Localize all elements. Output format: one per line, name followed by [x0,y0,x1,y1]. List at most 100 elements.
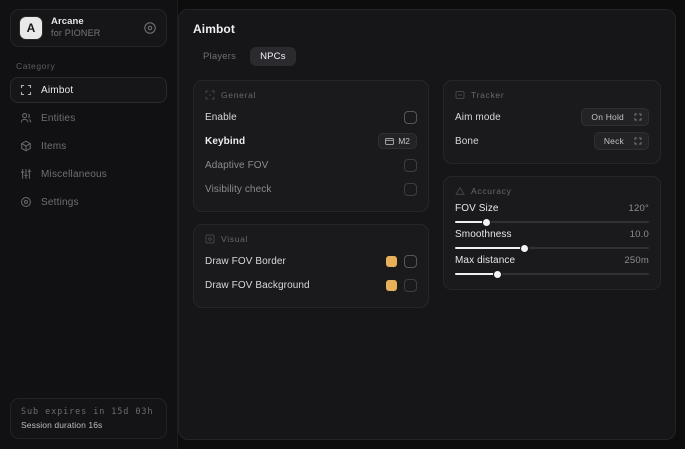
row-aim-mode[interactable]: Aim mode On Hold [455,105,649,129]
dropdown-value: Neck [603,136,624,146]
row-keybind[interactable]: Keybind M2 [205,129,417,153]
sidebar-item-settings[interactable]: Settings [10,189,167,215]
page-title: Aimbot [193,22,235,36]
profile-subtitle: for PIONER [51,28,101,39]
category-label: Category [16,61,56,71]
slider-track[interactable] [455,244,649,252]
slider-fill [455,273,498,275]
row-control [404,182,417,196]
row-label: Aim mode [455,111,501,123]
sidebar-item-label: Items [41,140,67,152]
panel-header: Accuracy [455,186,649,196]
profile-card[interactable]: A Arcane for PIONER [10,9,167,47]
checkbox-draw-fov-border[interactable] [404,254,417,268]
slider-label: Smoothness [455,229,512,240]
panel-general: General Enable Keybind [193,80,429,212]
row-control: On Hold [581,108,649,126]
row-control: Neck [593,132,649,150]
session-duration-text: Session duration 16s [21,420,103,430]
main-content: Aimbot Players NPCs General [178,9,676,440]
expand-icon [634,137,642,145]
slider-fill [455,221,487,223]
crosshair-icon [205,90,215,100]
profile-text: Arcane for PIONER [51,16,134,39]
panel-header: Visual [205,234,417,244]
panel-header: Tracker [455,90,649,100]
profile-name: Arcane [51,16,84,28]
dropdown-value: On Hold [591,112,624,122]
panel-columns: General Enable Keybind [193,80,661,427]
row-label: Bone [455,135,479,147]
sidebar-item-miscellaneous[interactable]: Miscellaneous [10,161,167,187]
color-swatch-fov-border[interactable] [386,255,397,267]
keybind-button[interactable]: M2 [378,133,417,149]
tab-npcs[interactable]: NPCs [250,47,296,66]
tab-bar: Players NPCs [193,47,661,66]
row-label: Draw FOV Border [205,255,286,267]
slider-value: 120° [628,203,649,214]
avatar: A [20,17,42,39]
slider-knob[interactable] [494,270,502,278]
panel-title: General [221,90,257,100]
sidebar-item-label: Settings [41,196,79,208]
slider-label: Max distance [455,255,516,266]
row-control [404,110,417,124]
sidebar-item-label: Entities [41,112,76,124]
sub-expiry-text: Sub expires in 15d 03h [21,407,154,417]
row-draw-fov-background[interactable]: Draw FOV Background [205,273,417,297]
checkbox-visibility-check[interactable] [404,182,417,196]
triangle-icon [455,186,465,196]
gear-icon [20,196,32,208]
slider-smoothness[interactable]: Smoothness 10.0 [455,227,649,253]
row-label: Draw FOV Background [205,279,310,291]
mouse-icon [385,137,395,145]
keybind-value: M2 [398,136,410,146]
sliders-icon [20,168,32,180]
panel-visual: Visual Draw FOV Border Draw FOV Backgrou… [193,224,429,308]
checkbox-adaptive-fov[interactable] [404,158,417,172]
slider-value: 10.0 [629,229,649,240]
checkbox-draw-fov-background[interactable] [404,278,417,292]
slider-max-distance[interactable]: Max distance 250m [455,253,649,279]
sidebar-item-entities[interactable]: Entities [10,105,167,131]
row-adaptive-fov[interactable]: Adaptive FOV [205,153,417,177]
slider-track[interactable] [455,218,649,226]
row-control [386,254,417,268]
row-visibility-check[interactable]: Visibility check [205,177,417,201]
checkbox-enable[interactable] [404,110,417,124]
panel-accuracy: Accuracy FOV Size 120° [443,176,661,290]
sidebar-nav: Aimbot Entities Items [10,77,167,215]
gear-icon[interactable] [143,21,157,35]
slider-header: Max distance 250m [455,255,649,266]
expand-icon [634,113,642,121]
panel-tracker: Tracker Aim mode On Hold [443,80,661,164]
row-label: Visibility check [205,183,272,195]
left-column: General Enable Keybind [193,80,429,427]
image-icon [205,234,215,244]
slider-knob[interactable] [482,218,490,226]
slider-header: FOV Size 120° [455,203,649,214]
sidebar: A Arcane for PIONER Category Aimbot [0,0,178,449]
crosshair-icon [20,84,32,96]
slider-value: 250m [624,255,649,266]
slider-fov-size[interactable]: FOV Size 120° [455,201,649,227]
slider-track[interactable] [455,270,649,278]
panel-title: Accuracy [471,186,512,196]
row-bone[interactable]: Bone Neck [455,129,649,153]
row-enable[interactable]: Enable [205,105,417,129]
panel-title: Visual [221,234,249,244]
slider-knob[interactable] [521,244,529,252]
row-draw-fov-border[interactable]: Draw FOV Border [205,249,417,273]
dropdown-bone[interactable]: Neck [593,132,649,150]
panel-header: General [205,90,417,100]
sidebar-item-items[interactable]: Items [10,133,167,159]
color-swatch-fov-background[interactable] [386,279,397,291]
slider-label: FOV Size [455,203,499,214]
sidebar-item-aimbot[interactable]: Aimbot [10,77,167,103]
tab-players[interactable]: Players [203,51,237,62]
frame-icon [455,90,465,100]
box-icon [20,140,32,152]
row-label: Enable [205,111,237,123]
dropdown-aim-mode[interactable]: On Hold [581,108,649,126]
sidebar-item-label: Miscellaneous [41,168,107,180]
